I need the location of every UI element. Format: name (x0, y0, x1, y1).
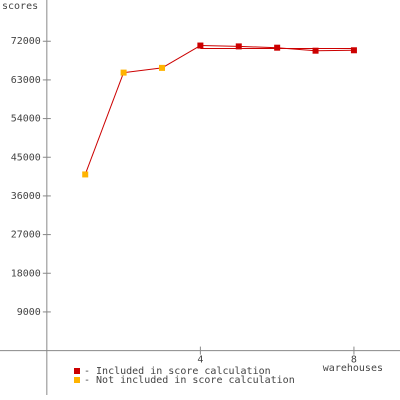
legend-label: - Not included in score calculation (84, 375, 295, 386)
x-tick-label: 4 (197, 355, 203, 366)
x-axis-label: warehouses (323, 363, 383, 374)
y-tick-label: 18000 (11, 268, 41, 279)
y-axis-label: scores (2, 1, 38, 12)
data-point (235, 43, 242, 50)
y-tick-label: 36000 (11, 191, 41, 202)
y-tick-label: 27000 (11, 230, 41, 241)
legend-swatch (74, 377, 80, 383)
data-point (158, 64, 165, 71)
legend-swatch (74, 368, 80, 374)
y-tick-label: 45000 (11, 152, 41, 163)
data-point (120, 69, 127, 76)
legend-label: - Included in score calculation (84, 366, 271, 377)
line-segment (84, 72, 125, 175)
line-segment (277, 47, 316, 52)
line-segment (200, 45, 239, 47)
x-tick-label: 8 (351, 355, 357, 366)
line-segment (161, 45, 201, 69)
data-point (197, 42, 204, 49)
y-tick-label: 72000 (11, 36, 41, 47)
line-segment (238, 45, 278, 49)
data-point (350, 47, 357, 54)
data-point (82, 171, 89, 178)
y-tick-label: 9000 (17, 307, 41, 318)
line-segment (123, 67, 163, 74)
y-tick-label: 63000 (11, 75, 41, 86)
y-tick-label: 54000 (11, 114, 41, 125)
data-point (312, 47, 319, 54)
data-point (274, 44, 281, 51)
